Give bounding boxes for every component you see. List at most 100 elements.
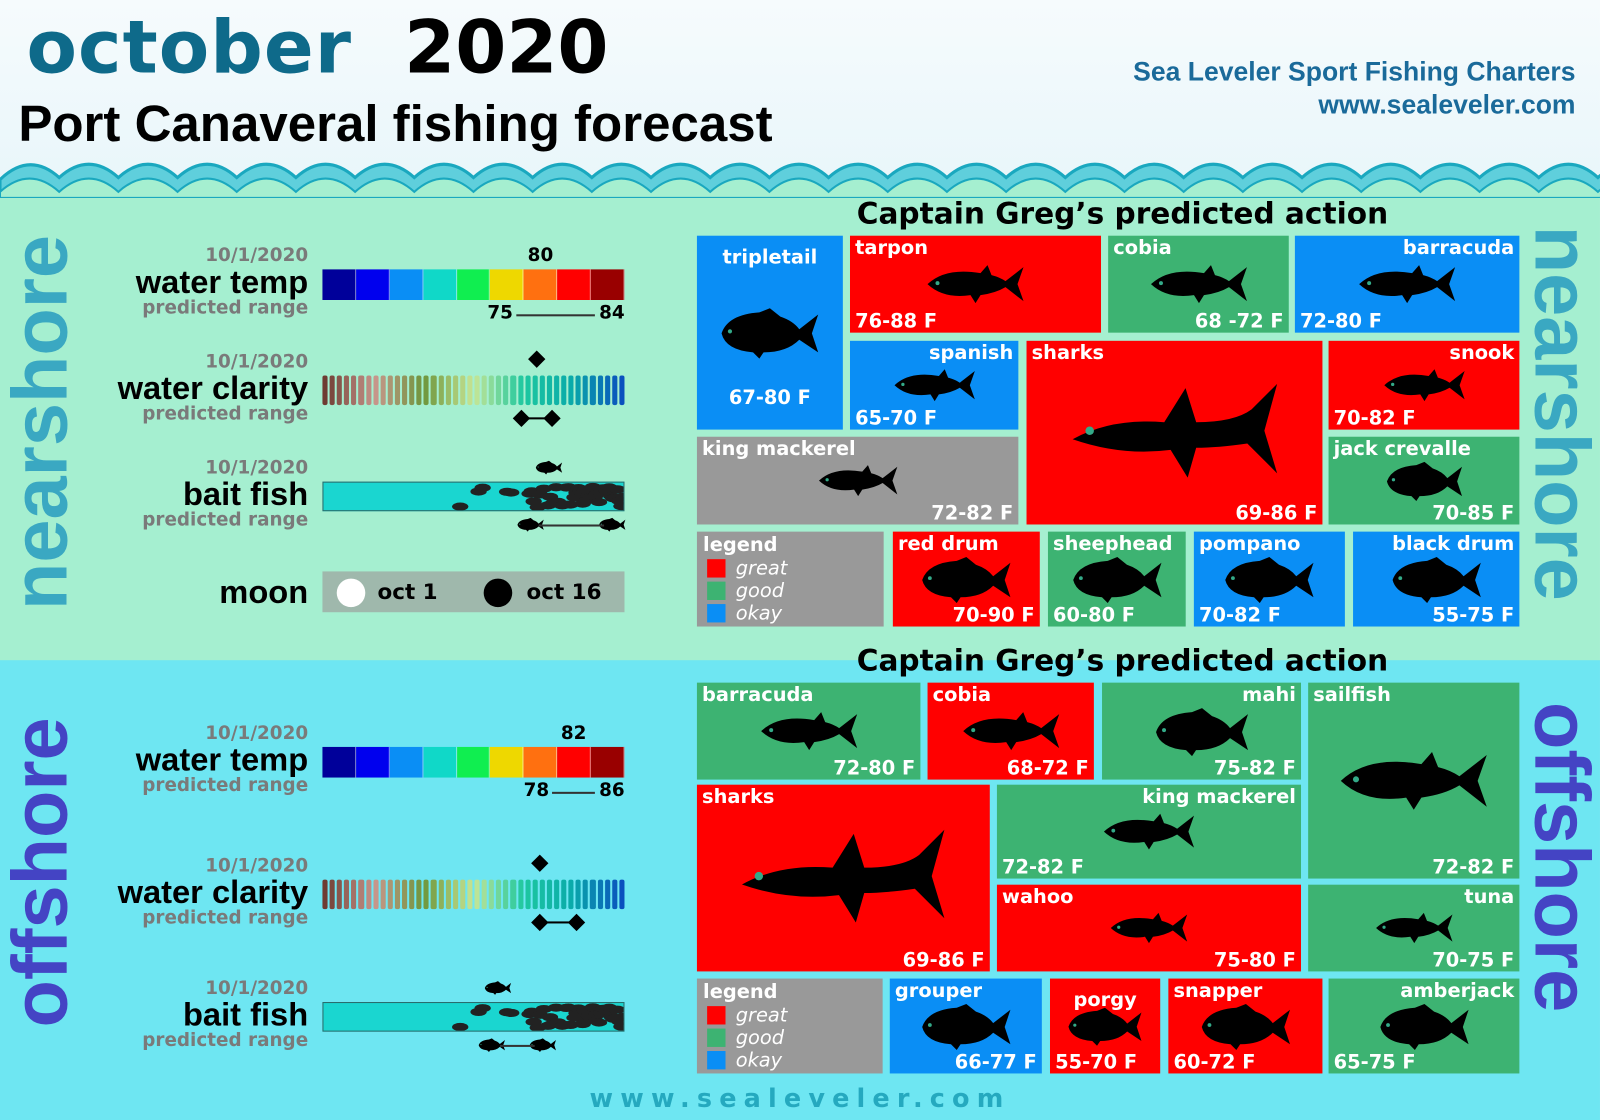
species-tile-grouper[interactable]: grouper 66-77 F	[889, 978, 1042, 1074]
clarity-stripe	[568, 879, 574, 910]
clarity-stripe	[575, 375, 581, 406]
clarity-stripe	[452, 375, 458, 406]
species-tile-black-drum[interactable]: black drum 55-75 F	[1353, 531, 1520, 627]
temp-scale-swatch	[356, 746, 390, 778]
species-tile-wahoo[interactable]: wahoo 75-80 F	[996, 884, 1302, 972]
species-temp-range: 72-80 F	[1299, 310, 1383, 333]
species-name: red drum	[897, 532, 999, 556]
clarity-stripe	[619, 879, 625, 910]
species-tile-sailfish[interactable]: sailfish 72-82 F	[1308, 682, 1520, 879]
species-tile-sheephead[interactable]: sheephead 60-80 F	[1047, 531, 1186, 627]
species-tile-spanish[interactable]: spanish 65-70 F	[849, 340, 1019, 430]
clarity-stripe	[351, 375, 357, 406]
brand-block: Sea Leveler Sport Fishing Charters www.s…	[1133, 55, 1575, 120]
clarity-stripe	[611, 879, 618, 910]
species-temp-range: 72-82 F	[931, 502, 1014, 525]
clarity-stripe	[423, 879, 429, 910]
species-tile-tarpon[interactable]: tarpon 76-88 F	[849, 235, 1102, 333]
temp-scale-swatch	[557, 746, 591, 778]
legend-label: okay	[735, 1048, 783, 1072]
species-tile-barracuda[interactable]: barracuda 72-80 F	[696, 682, 921, 780]
species-tile-barracuda[interactable]: barracuda 72-80 F	[1294, 235, 1520, 333]
clarity-stripe	[597, 879, 603, 910]
species-tile-pompano[interactable]: pompano 70-82 F	[1193, 531, 1345, 627]
species-name: snapper	[1173, 979, 1263, 1003]
temp-scale-swatch	[389, 269, 424, 300]
legend-label: good	[735, 1026, 785, 1049]
bait-fish-current-icon	[484, 981, 511, 995]
footer-url[interactable]: www.sealeveler.com	[589, 1083, 1011, 1114]
water-clarity-scale	[322, 879, 625, 910]
species-temp-range: 55-75 F	[1432, 604, 1515, 627]
clarity-stripe	[409, 879, 415, 910]
species-temp-range: 70-82 F	[1333, 407, 1416, 430]
bait-fish-label: bait fish	[182, 995, 309, 1033]
species-temp-range: 70-82 F	[1198, 604, 1281, 627]
clarity-stripe	[561, 879, 567, 910]
species-name: tuna	[1464, 885, 1515, 909]
legend-item-okay: okay	[707, 603, 782, 623]
water-temp-range-low: 78	[523, 779, 550, 802]
clarity-stripe	[329, 375, 335, 406]
species-temp-range: 60-80 F	[1053, 604, 1136, 627]
species-tile-amberjack[interactable]: amberjack 65-75 F	[1328, 978, 1520, 1074]
water-temp-sub: predicted range	[142, 296, 309, 319]
tripletail-silhouette-icon	[721, 308, 819, 359]
temp-scale-swatch	[456, 746, 491, 778]
species-tile-porgy[interactable]: porgy 55-70 F	[1049, 978, 1161, 1074]
species-tile-snook[interactable]: snook 70-82 F	[1328, 340, 1520, 430]
clarity-stripe	[423, 375, 429, 406]
species-tile-snapper[interactable]: snapper 60-72 F	[1168, 978, 1323, 1074]
clarity-stripe	[467, 879, 473, 910]
clarity-stripe	[445, 879, 451, 910]
species-tile-cobia[interactable]: cobia 68-72 F	[927, 682, 1094, 780]
bait-fish-sub: predicted range	[142, 509, 309, 531]
species-name: porgy	[1073, 988, 1137, 1012]
clarity-stripe	[336, 879, 343, 910]
species-tile-red-drum[interactable]: red drum 70-90 F	[892, 531, 1040, 627]
species-tile-tripletail[interactable]: tripletail 67-80 F	[696, 235, 843, 430]
species-name: barracuda	[702, 683, 814, 707]
species-temp-range: 72-82 F	[1002, 856, 1085, 879]
species-tile-tuna[interactable]: tuna 70-75 F	[1308, 884, 1520, 972]
clarity-stripe	[322, 375, 328, 406]
bait-fish-range-low-marker	[517, 516, 546, 536]
bait-fish-current-marker	[483, 980, 512, 1000]
clarity-stripe	[510, 879, 516, 910]
species-temp-range: 75-82 F	[1213, 757, 1296, 780]
species-temp-range: 72-80 F	[833, 757, 916, 780]
spanish-silhouette-icon	[894, 369, 975, 402]
clarity-stripe	[322, 879, 328, 910]
temp-scale-swatch	[490, 269, 524, 300]
clarity-stripe	[344, 879, 350, 910]
water-temp-current: 82	[560, 722, 587, 744]
water-temp-current: 80	[527, 244, 554, 267]
species-name: spanish	[928, 341, 1014, 365]
species-temp-range: 65-75 F	[1333, 1051, 1416, 1074]
clarity-stripe	[575, 879, 581, 910]
clarity-stripe	[503, 375, 509, 406]
temp-scale-swatch	[490, 746, 524, 778]
clarity-stripe	[416, 879, 422, 910]
species-tile-cobia[interactable]: cobia 68 -72 F	[1108, 235, 1289, 333]
snook-silhouette-icon	[1383, 369, 1465, 402]
species-name: cobia	[1113, 236, 1172, 260]
clarity-stripe	[373, 375, 379, 406]
clarity-stripe	[344, 375, 350, 406]
species-tile-jack-crevalle[interactable]: jack crevalle 70-85 F	[1328, 436, 1520, 525]
porgy-silhouette-icon	[1068, 1007, 1142, 1046]
brand-url[interactable]: www.sealeveler.com	[1318, 88, 1576, 120]
legend-item-good: good	[707, 1028, 784, 1048]
species-tile-sharks[interactable]: sharks 69-86 F	[696, 784, 990, 972]
water-temp-range-line	[515, 314, 596, 317]
clarity-stripe	[517, 375, 524, 406]
clarity-stripe	[365, 375, 372, 406]
species-tile-king-mackerel[interactable]: king mackerel 72-82 F	[696, 436, 1019, 525]
species-tile-king-mackerel[interactable]: king mackerel 72-82 F	[996, 784, 1302, 879]
clarity-stripe	[546, 879, 553, 910]
offshore-side-label-right: offshore	[1518, 702, 1600, 1013]
species-name: grouper	[894, 979, 983, 1003]
species-tile-mahi[interactable]: mahi 75-82 F	[1102, 682, 1302, 780]
sharks-silhouette-icon	[1072, 383, 1277, 478]
species-tile-sharks[interactable]: sharks 69-86 F	[1026, 340, 1323, 525]
